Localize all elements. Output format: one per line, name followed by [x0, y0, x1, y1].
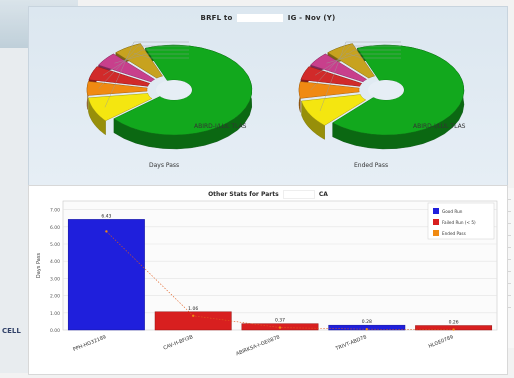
- pie-2-hole: [368, 80, 404, 100]
- legend-swatch-3: [433, 230, 439, 236]
- pie-panel-title: BRFL to IG - Nov (Y): [29, 14, 507, 22]
- bar-panel-title: Other Stats for Parts CA: [29, 190, 507, 199]
- chart-legend: Good Run Failed Run (< 5) Ended Pass: [427, 202, 495, 240]
- pie-2-slice-6: [327, 43, 375, 79]
- trend-point: [365, 327, 368, 331]
- legend-label-1: Good Run: [442, 209, 463, 214]
- pie-2-leader-1: [319, 41, 401, 112]
- bar-1: [67, 219, 145, 331]
- title-redaction: [237, 14, 284, 22]
- y-tick-label: 2.00: [50, 294, 60, 300]
- bar-title-right: CA: [318, 191, 328, 198]
- x-tick-label: ABIRKSA-I-GE0878: [235, 334, 281, 357]
- bar-value-label: 0.28: [362, 319, 372, 325]
- pie-1: [86, 41, 253, 150]
- pie-1-hole: [156, 80, 192, 100]
- bar-value-label: 6.43: [101, 213, 111, 219]
- bar-title-left: Other Stats for Parts: [208, 191, 279, 198]
- y-axis-label: Days Pass: [36, 253, 42, 279]
- x-tick-label: PPH-HG32189: [72, 334, 107, 353]
- pie-1-caption: Days Pass: [149, 162, 180, 169]
- pie-2-leader-5: [345, 52, 401, 59]
- pie-2-leader-4: [326, 53, 401, 64]
- pie-2-caption: Ended Pass: [354, 162, 389, 169]
- pie-1-leader-4: [114, 53, 189, 64]
- background-tab-label[interactable]: CELL: [2, 327, 21, 335]
- pie-2-slice-3: [298, 81, 360, 99]
- x-tick-label: HLGE0789: [428, 334, 455, 349]
- y-tick-label: 0.00: [50, 328, 60, 334]
- trend-point: [452, 328, 455, 331]
- bar-2: [154, 311, 232, 331]
- pie-1-leader-2: [98, 45, 189, 89]
- y-tick-label: 7.00: [50, 208, 60, 214]
- pie-2-leader-3: [315, 49, 401, 76]
- pie-1-leader-5: [133, 52, 189, 59]
- title-redaction: [282, 190, 315, 199]
- pie-1-main-label: ABIRD-I/LUL TLAS: [194, 123, 247, 130]
- pie-title-right: IG - Nov (Y): [287, 14, 336, 22]
- pie-1-slice-2: [88, 93, 153, 122]
- pie-title-left: BRFL to: [200, 14, 233, 22]
- pie-2-slice-4: [300, 66, 362, 87]
- legend-label-2: Failed Run (< 5): [442, 220, 476, 225]
- trend-point: [278, 326, 282, 329]
- legend-label-3: Ended Pass: [442, 231, 466, 236]
- legend-swatch-1: [433, 208, 439, 214]
- pie-panel: BRFL to IG - Nov (Y) ABIRD-I/LUL TLAS AB…: [28, 6, 508, 186]
- pie-charts: [86, 41, 465, 150]
- pie-1-slice-4: [88, 66, 150, 87]
- pie-1-leader-3: [103, 49, 189, 76]
- y-tick-label: 5.00: [50, 242, 60, 248]
- x-tick-label: TRIVT-ABD78: [334, 334, 368, 352]
- trend-line: [106, 231, 454, 330]
- bar-value-label: 0.26: [449, 320, 459, 326]
- legend-swatch-2: [433, 219, 439, 225]
- pie-2: [298, 41, 465, 150]
- bar-value-label: 1.06: [188, 306, 198, 312]
- x-tick-label: CAV-H-BFI3B: [163, 334, 195, 352]
- y-tick-label: 3.00: [50, 276, 60, 282]
- pie-1-leader-1: [104, 41, 189, 108]
- y-tick-label: 4.00: [50, 259, 60, 265]
- trend-point: [192, 314, 195, 317]
- pie-2-main-label: ABIRD-I/LUL TLAS: [413, 123, 466, 130]
- background-window-left: [0, 0, 30, 373]
- pie-1-slice-6: [115, 43, 163, 79]
- trend-point: [105, 230, 108, 233]
- y-tick-label: 1.00: [50, 311, 60, 317]
- pie-2-leader-2: [310, 45, 401, 91]
- pie-1-slice-5: [98, 53, 156, 83]
- pie-2-slice-2: [301, 94, 367, 126]
- pie-2-slice-5: [310, 53, 368, 83]
- bar-value-label: 0.37: [275, 318, 285, 324]
- y-tick-label: 6.00: [50, 225, 60, 231]
- bar-panel: Other Stats for Parts CA 0.00 1.00 2.00 3.0…: [28, 185, 508, 375]
- bar-chart: 0.00 1.00 2.00 3.00 4.00 5.00 6.00 7.00 Days Pas…: [36, 200, 498, 357]
